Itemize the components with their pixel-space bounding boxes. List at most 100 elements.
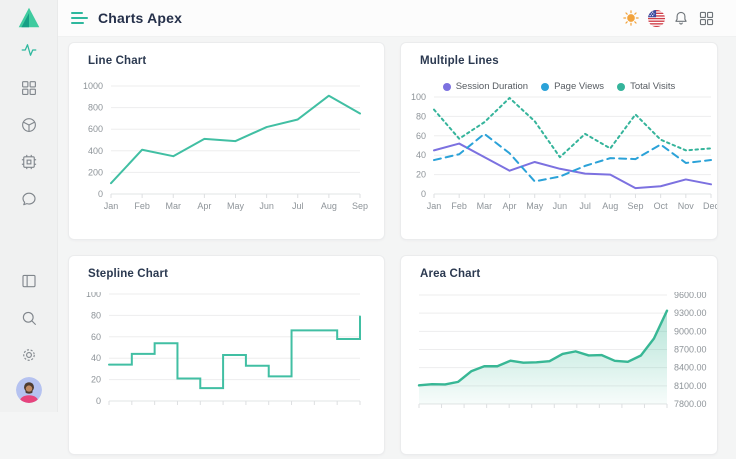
x-axis-label: Aug	[602, 201, 618, 211]
y-axis-label: 600	[88, 124, 103, 134]
apps-button[interactable]	[697, 9, 715, 27]
y-axis-label: 8700.00	[674, 345, 707, 355]
x-axis-label: Jun	[259, 201, 274, 211]
legend-label: Session Duration	[456, 81, 528, 92]
x-axis-label: Jul	[292, 201, 304, 211]
series-line	[434, 144, 711, 189]
y-axis-label: 1000	[83, 81, 103, 91]
y-axis-label: 0	[98, 189, 103, 199]
sidebar-item-messages[interactable]	[20, 190, 38, 208]
package-icon	[20, 116, 38, 134]
gear-icon	[20, 346, 38, 364]
y-axis-label: 8100.00	[674, 381, 707, 391]
legend-marker	[443, 83, 451, 91]
x-axis-label: May	[227, 201, 245, 211]
y-axis-label: 9300.00	[674, 308, 707, 318]
legend-item[interactable]: Session Duration	[443, 81, 528, 92]
cpu-icon	[20, 153, 38, 171]
x-axis-label: Jan	[104, 201, 119, 211]
x-axis-label: Feb	[451, 201, 467, 211]
triangle-logo-icon	[16, 5, 42, 31]
legend-label: Total Visits	[630, 81, 675, 92]
x-axis-label: Apr	[197, 201, 211, 211]
page-title: Charts Apex	[98, 10, 182, 26]
sidebar-item-charts[interactable]	[20, 41, 38, 59]
y-axis-label: 0	[96, 396, 101, 406]
x-axis-label: Jul	[579, 201, 591, 211]
card-stepline-chart: Stepline Chart 020406080100	[68, 255, 385, 455]
legend-item[interactable]: Total Visits	[617, 81, 675, 92]
y-axis-label: 60	[91, 332, 101, 342]
stepline-chart-canvas: 020406080100	[69, 292, 384, 454]
header: Charts Apex	[58, 0, 736, 37]
avatar-image	[16, 377, 42, 403]
y-axis-label: 200	[88, 167, 103, 177]
card-title: Multiple Lines	[420, 55, 499, 67]
sidebar-item-settings[interactable]	[20, 346, 38, 364]
legend-marker	[541, 83, 549, 91]
menu-toggle-button[interactable]	[71, 11, 88, 25]
card-area-chart: Area Chart 7800.00 8100.00 8400.00 8700.00 9…	[400, 255, 718, 455]
y-axis-label: 100	[86, 292, 101, 299]
x-axis-label: Oct	[654, 201, 669, 211]
chat-icon	[20, 190, 38, 208]
x-axis-label: Jan	[427, 201, 442, 211]
y-axis-label: 40	[416, 150, 426, 160]
y-axis-label: 60	[416, 131, 426, 141]
legend-label: Page Views	[554, 81, 604, 92]
series-line	[111, 96, 360, 183]
x-axis-label: Aug	[321, 201, 337, 211]
x-axis-label: Dec	[703, 201, 717, 211]
area-chart-canvas: 7800.00 8100.00 8400.00 8700.00 9000.00 9300.…	[401, 292, 717, 454]
chart-svg: 020406080100	[69, 292, 384, 454]
y-axis-label: 20	[91, 375, 101, 385]
y-axis-label: 8400.00	[674, 363, 707, 373]
series-line	[434, 98, 711, 157]
series-line	[109, 316, 360, 388]
y-axis-label: 400	[88, 146, 103, 156]
card-title: Line Chart	[88, 55, 146, 67]
user-avatar[interactable]	[16, 377, 42, 403]
x-axis-label: May	[526, 201, 544, 211]
legend-item[interactable]: Page Views	[541, 81, 604, 92]
card-title: Area Chart	[420, 268, 480, 280]
grid-icon	[20, 79, 38, 97]
bell-icon	[672, 9, 690, 27]
header-actions	[622, 9, 715, 27]
x-axis-label: Sep	[352, 201, 368, 211]
y-axis-label: 7800.00	[674, 399, 707, 409]
us-flag-icon	[648, 10, 665, 27]
sidebar-item-widgets[interactable]	[20, 153, 38, 171]
hamburger-icon	[71, 11, 88, 25]
notifications-button[interactable]	[672, 9, 690, 27]
y-axis-label: 40	[91, 353, 101, 363]
language-button[interactable]	[647, 9, 665, 27]
theme-toggle-button[interactable]	[622, 9, 640, 27]
chart-svg: 7800.00 8100.00 8400.00 8700.00 9000.00 9300.…	[401, 292, 717, 454]
card-multiple-lines: Multiple Lines 020406080100JanFebMarAprM…	[400, 42, 718, 240]
legend-marker	[617, 83, 625, 91]
chart-svg: 020406080100JanFebMarAprMayJunJulAugSepO…	[401, 79, 717, 239]
y-axis-label: 0	[421, 189, 426, 199]
x-axis-label: Apr	[503, 201, 517, 211]
x-axis-label: Jun	[553, 201, 568, 211]
x-axis-label: Sep	[627, 201, 643, 211]
x-axis-label: Mar	[477, 201, 493, 211]
multiple-lines-chart-canvas: 020406080100JanFebMarAprMayJunJulAugSepO…	[401, 79, 717, 239]
sidebar-item-search[interactable]	[20, 309, 38, 327]
card-line-chart: Line Chart 02004006008001000JanFebMarApr…	[68, 42, 385, 240]
y-axis-label: 9600.00	[674, 292, 707, 300]
sidebar-item-layout[interactable]	[20, 272, 38, 290]
y-axis-label: 9000.00	[674, 326, 707, 336]
activity-icon	[20, 41, 38, 59]
app-logo[interactable]	[16, 5, 42, 31]
sun-icon	[622, 9, 640, 27]
y-axis-label: 80	[416, 111, 426, 121]
sidebar-item-dashboard[interactable]	[20, 79, 38, 97]
y-axis-label: 800	[88, 103, 103, 113]
x-axis-label: Mar	[166, 201, 182, 211]
sidebar-item-components[interactable]	[20, 116, 38, 134]
apps-grid-icon	[698, 10, 715, 27]
sidebar	[0, 0, 58, 412]
line-chart-canvas: 02004006008001000JanFebMarAprMayJunJulAu…	[69, 79, 384, 239]
